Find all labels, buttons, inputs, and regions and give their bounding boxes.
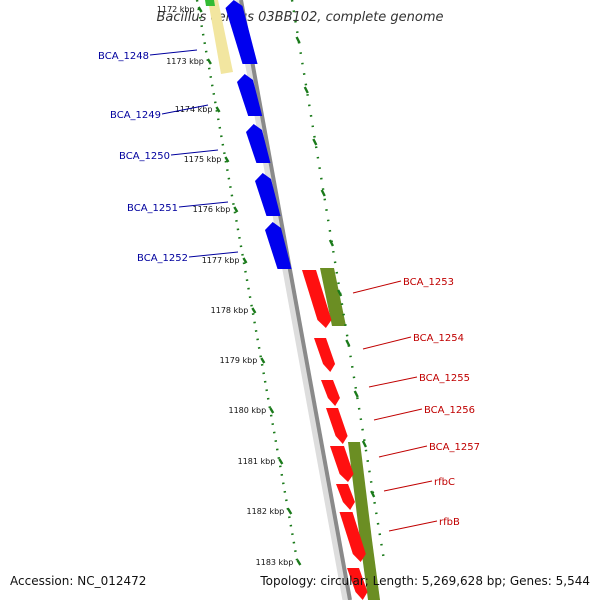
right-scale-dash xyxy=(303,86,309,94)
backbone-line xyxy=(239,0,352,600)
tick-mark xyxy=(269,407,275,414)
gc-strip-green xyxy=(205,0,215,6)
leader-line xyxy=(362,336,412,350)
tick-label: 1183 kbp xyxy=(256,558,294,567)
gene-label-bca_1257: BCA_1257 xyxy=(429,442,480,453)
tick-label: 1179 kbp xyxy=(220,356,258,365)
tick-label: 1175 kbp xyxy=(184,155,222,164)
gene-label-rfbc: rfbC xyxy=(434,477,455,488)
scale-ticks: 1172 kbp 1173 kbp 1174 kbp 1175 kbp 1176 kbp… xyxy=(157,0,386,567)
leader-line xyxy=(383,480,433,492)
tick-mark xyxy=(242,257,248,264)
leader-line xyxy=(388,520,438,532)
tick-label: 1182 kbp xyxy=(247,507,285,516)
gene-label-bca_1253: BCA_1253 xyxy=(403,277,454,288)
tick-label: 1174 kbp xyxy=(175,105,213,114)
gene-label-bca_1248: BCA_1248 xyxy=(98,51,149,62)
cds-bca-1253 xyxy=(302,270,332,328)
tick-label: 1172 kbp xyxy=(157,5,195,14)
gene-label-bca_1256: BCA_1256 xyxy=(424,405,475,416)
leader-line xyxy=(149,49,198,56)
tick-label: 1181 kbp xyxy=(238,457,276,466)
gene-label-bca_1254: BCA_1254 xyxy=(413,333,464,344)
tick-mark xyxy=(197,6,203,13)
leader-line xyxy=(373,408,423,421)
tick-mark xyxy=(251,307,257,314)
cds-partial xyxy=(347,568,368,600)
right-scale-dash xyxy=(361,440,368,448)
tick-mark xyxy=(278,458,284,465)
right-scale-dash xyxy=(320,189,326,197)
right-scale-dash xyxy=(328,239,334,247)
cds-bca-1250 xyxy=(246,124,271,163)
right-scale-dash xyxy=(312,138,318,146)
leader-line xyxy=(178,201,229,208)
tick-label: 1180 kbp xyxy=(229,406,267,415)
leader-line xyxy=(170,149,219,156)
tick-mark xyxy=(287,508,293,515)
cds-bca-1252 xyxy=(265,222,292,269)
tick-mark xyxy=(260,357,266,364)
cds-bca-1254 xyxy=(314,338,336,372)
cds-bca-1248 xyxy=(225,0,258,64)
leader-line xyxy=(352,280,402,294)
right-scale-dash xyxy=(337,289,343,297)
cds-rfbb xyxy=(339,512,366,562)
gene-label-bca_1255: BCA_1255 xyxy=(419,373,470,384)
right-scale-dash xyxy=(345,339,351,347)
leader-line xyxy=(188,251,239,258)
gc-strip-yellow xyxy=(208,0,233,74)
accession-text: Accession: NC_012472 xyxy=(10,574,147,588)
cds-bca-1255 xyxy=(321,380,340,406)
genome-summary-text: Topology: circular; Length: 5,269,628 bp… xyxy=(260,574,590,588)
right-scale-dash xyxy=(353,390,359,398)
leader-line xyxy=(378,445,428,458)
tick-label: 1178 kbp xyxy=(211,306,249,315)
gene-label-bca_1252: BCA_1252 xyxy=(137,253,188,264)
gene-label-rfbb: rfbB xyxy=(439,517,460,528)
right-scale-dash xyxy=(370,490,376,498)
left-dotted-scale xyxy=(195,0,299,561)
gc-skew-layer xyxy=(205,0,380,600)
tick-label: 1176 kbp xyxy=(193,205,231,214)
cds-bca-1251 xyxy=(255,173,281,216)
tick-mark xyxy=(296,559,302,566)
cds-bca-1257 xyxy=(330,446,354,482)
tick-mark xyxy=(206,58,212,65)
gc-block-green-1 xyxy=(320,268,346,326)
cds-rfbc xyxy=(336,484,355,510)
gene-features xyxy=(225,0,368,600)
tick-label: 1173 kbp xyxy=(166,57,204,66)
gc-block-green-2 xyxy=(348,442,372,540)
gene-label-bca_1251: BCA_1251 xyxy=(127,203,178,214)
leader-line xyxy=(368,376,418,388)
cds-bca-1249 xyxy=(237,74,263,116)
tick-label: 1177 kbp xyxy=(202,256,240,265)
cds-bca-1256 xyxy=(326,408,348,444)
right-scale-dash xyxy=(295,36,301,44)
gene-labels: BCA_1248 BCA_1249 BCA_1250 BCA_1251 BCA_1252… xyxy=(98,49,480,532)
leader-line xyxy=(161,104,209,115)
tick-mark xyxy=(233,206,239,213)
gene-label-bca_1249: BCA_1249 xyxy=(110,110,161,121)
tick-mark xyxy=(224,156,230,163)
tick-mark xyxy=(215,106,221,113)
gene-label-bca_1250: BCA_1250 xyxy=(119,151,170,162)
